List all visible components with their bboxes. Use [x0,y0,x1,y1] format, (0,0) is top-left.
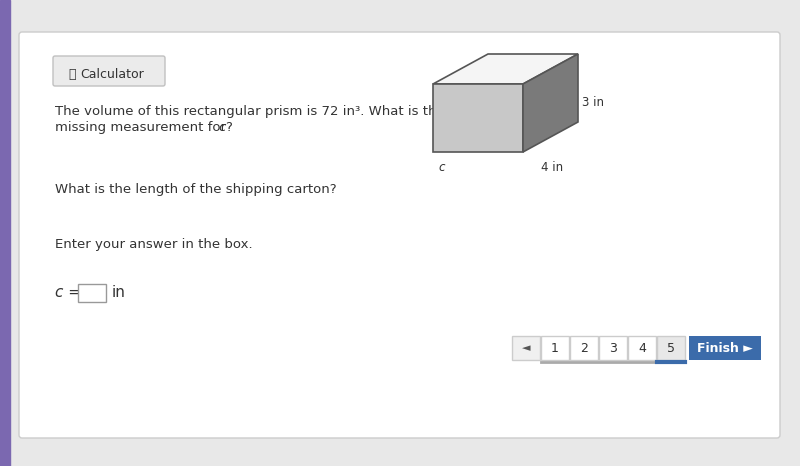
Bar [689,336,761,360]
Bar [78,284,106,302]
Bar [570,336,598,360]
Bar [0,0,10,466]
Polygon shape [523,54,578,152]
Text: c: c [438,161,445,174]
Text: Finish ►: Finish ► [697,342,753,355]
Text: 3 in: 3 in [582,96,604,110]
Text: 2: 2 [580,342,588,355]
Bar [512,336,540,360]
Text: missing measurement for: missing measurement for [55,121,230,134]
Bar [599,336,627,360]
Text: 4 in: 4 in [542,161,563,174]
Text: ◄: ◄ [522,343,530,353]
Polygon shape [433,54,578,84]
Text: 4: 4 [638,342,646,355]
Text: c: c [218,121,226,134]
Bar [628,336,656,360]
Text: What is the length of the shipping carton?: What is the length of the shipping carto… [55,183,337,196]
Text: 5: 5 [667,342,675,355]
Text: 1: 1 [551,342,559,355]
Text: ⌹: ⌹ [68,68,75,81]
FancyBboxPatch shape [19,32,780,438]
Text: 3: 3 [609,342,617,355]
Text: ?: ? [225,121,232,134]
Text: in: in [112,285,126,300]
Text: c =: c = [55,285,81,300]
Polygon shape [433,84,523,152]
Text: The volume of this rectangular prism is 72 in³. What is the: The volume of this rectangular prism is … [55,105,445,118]
Text: Enter your answer in the box.: Enter your answer in the box. [55,238,253,251]
Bar [657,336,685,360]
Bar [541,336,569,360]
FancyBboxPatch shape [53,56,165,86]
Text: Calculator: Calculator [80,68,144,81]
